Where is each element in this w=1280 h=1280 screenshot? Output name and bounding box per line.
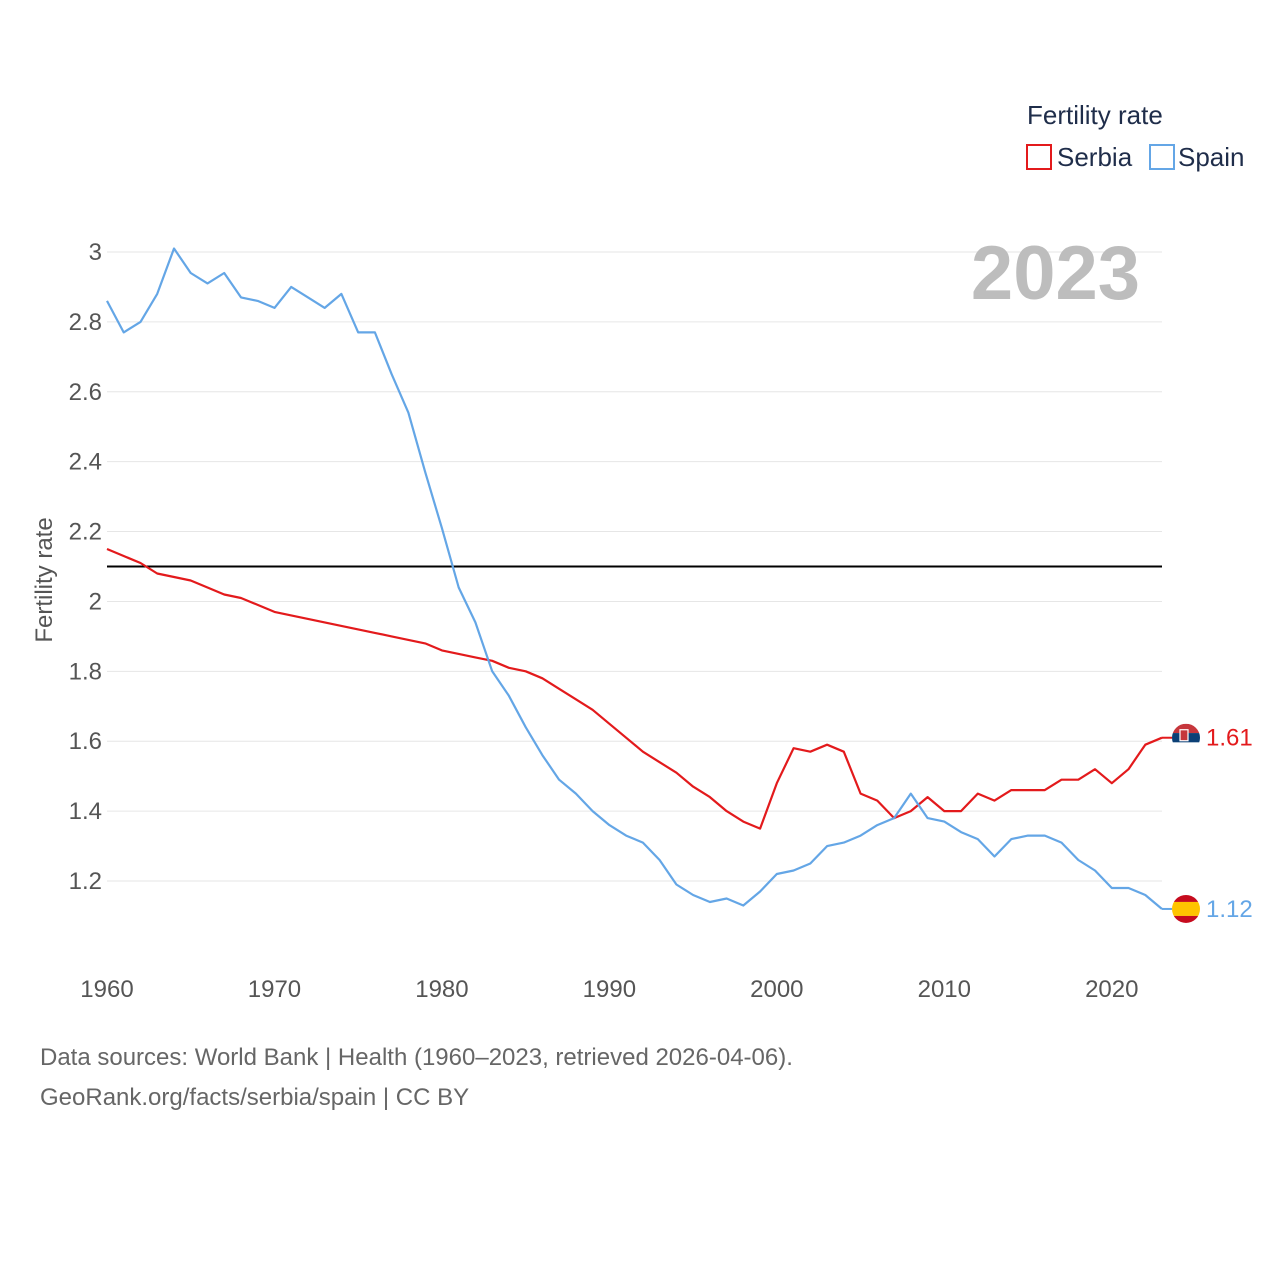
- x-tick-label: 1990: [583, 976, 636, 1003]
- y-tick-label: 2.6: [69, 379, 102, 406]
- y-tick-label: 1.4: [69, 798, 102, 825]
- x-axis-ticks: 1960 1970 1980 1990 2000 2010 2020: [80, 976, 1138, 1003]
- series-lines: [106, 247, 1163, 910]
- y-tick-label: 2.2: [69, 519, 102, 546]
- end-value-serbia: 1.61: [1206, 725, 1253, 752]
- series-line-spain[interactable]: [106, 247, 1163, 910]
- source-link[interactable]: GeoRank.org/facts/serbia/spain | CC BY: [40, 1084, 470, 1111]
- y-tick-label: 2: [89, 588, 102, 615]
- x-tick-label: 2000: [750, 976, 803, 1003]
- series-line-serbia[interactable]: [106, 547, 1163, 830]
- x-tick-label: 1980: [415, 976, 468, 1003]
- y-axis-title: Fertility rate: [31, 517, 58, 642]
- x-tick-label: 1960: [80, 976, 133, 1003]
- serbia-flag-icon: [1172, 723, 1200, 752]
- y-axis-ticks: 1.2 1.4 1.6 1.8 2 2.2 2.4 2.6 2.8 3: [69, 239, 102, 895]
- y-tick-label: 3: [89, 239, 102, 266]
- x-tick-label: 1970: [248, 976, 301, 1003]
- end-value-spain: 1.12: [1206, 896, 1253, 923]
- legend: Fertility rate Serbia Spain: [1026, 100, 1245, 172]
- legend-swatch-serbia[interactable]: [1026, 144, 1052, 170]
- legend-label-spain[interactable]: Spain: [1178, 142, 1245, 172]
- y-tick-label: 1.2: [69, 868, 102, 895]
- legend-swatch-spain[interactable]: [1149, 144, 1175, 170]
- data-sources-note: Data sources: World Bank | Health (1960–…: [40, 1044, 793, 1071]
- legend-title: Fertility rate: [1027, 100, 1163, 130]
- legend-label-serbia[interactable]: Serbia: [1057, 142, 1133, 172]
- spain-flag-icon: [1172, 894, 1200, 923]
- x-tick-label: 2010: [918, 976, 971, 1003]
- year-label: 2023: [971, 231, 1140, 316]
- y-tick-label: 2.8: [69, 309, 102, 336]
- y-tick-label: 2.4: [69, 449, 102, 476]
- y-tick-label: 1.8: [69, 658, 102, 685]
- end-markers: 1.61 1.12: [1162, 723, 1253, 923]
- x-tick-label: 2020: [1085, 976, 1138, 1003]
- y-tick-label: 1.6: [69, 728, 102, 755]
- grid-lines: [107, 251, 1162, 882]
